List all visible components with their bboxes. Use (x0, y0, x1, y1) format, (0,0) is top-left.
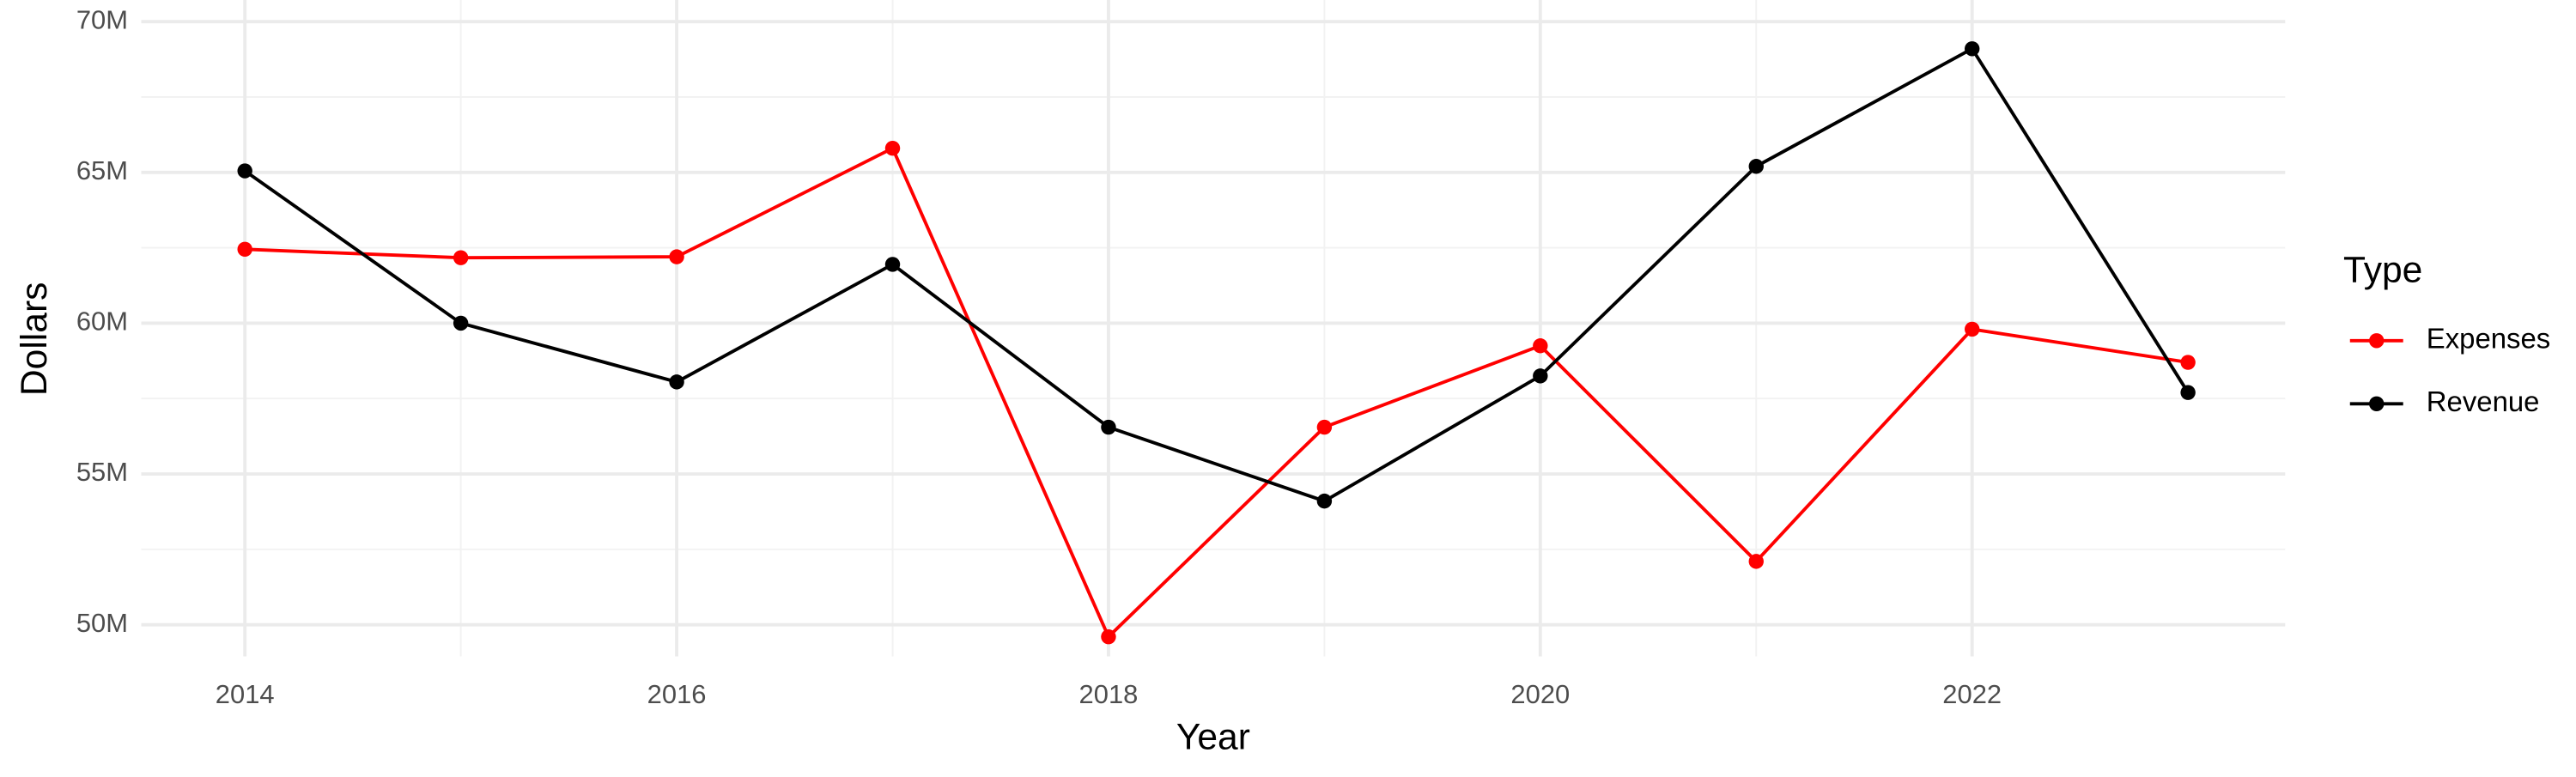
data-point (1533, 368, 1548, 384)
data-point (237, 241, 252, 258)
legend-title: Type (2343, 250, 2422, 291)
legend-label: Expenses (2427, 322, 2550, 354)
data-point (669, 249, 684, 264)
series-line (244, 46, 2190, 503)
x-tick-label: 2016 (647, 679, 707, 709)
data-point (1748, 159, 1764, 174)
data-point (2180, 385, 2196, 400)
y-tick-label: 60M (76, 307, 128, 337)
data-point (1101, 419, 1116, 435)
x-axis-title: Year (1176, 717, 1250, 758)
y-tick-label: 50M (76, 608, 128, 638)
data-point (1101, 628, 1116, 645)
y-tick-label: 70M (76, 4, 128, 34)
data-point (1964, 41, 1980, 57)
data-point (884, 257, 901, 272)
data-point (1964, 321, 1980, 337)
data-point (453, 315, 469, 331)
data-point (1316, 493, 1333, 509)
data-point (884, 140, 901, 156)
data-point (669, 374, 684, 390)
y-tick-label: 55M (76, 457, 128, 487)
x-tick-label: 2014 (216, 679, 275, 709)
data-point (237, 163, 252, 179)
legend-key-point (2369, 333, 2385, 349)
data-point (453, 250, 469, 265)
y-axis-title: Dollars (14, 282, 55, 397)
legend-label: Revenue (2427, 385, 2540, 417)
series-line (245, 146, 2189, 640)
x-tick-label: 2022 (1942, 679, 2002, 709)
data-point (1316, 419, 1333, 435)
x-tick-label: 2018 (1079, 679, 1139, 709)
y-tick-label: 65M (76, 155, 128, 185)
legend-key-point (2369, 396, 2385, 412)
data-point (1533, 338, 1548, 354)
data-point (1748, 554, 1764, 569)
data-point (2180, 355, 2196, 370)
x-tick-label: 2020 (1510, 679, 1570, 709)
